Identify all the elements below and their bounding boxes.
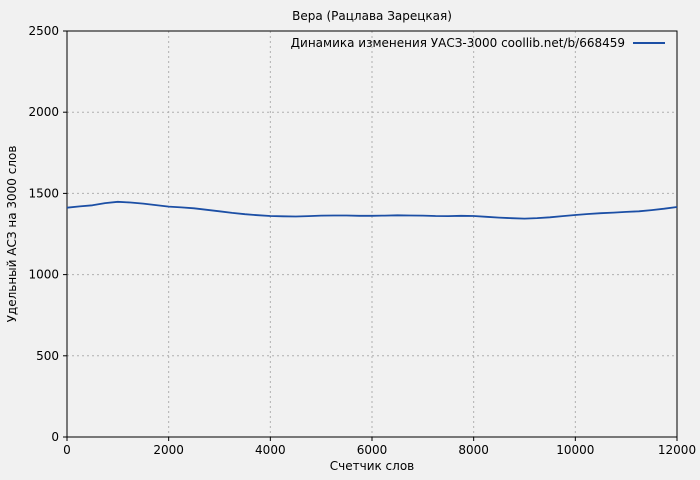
y-tick-label: 2000 bbox=[28, 105, 59, 119]
x-axis-label: Счетчик слов bbox=[329, 459, 415, 473]
chart-title: Вера (Рацлава Зарецкая) bbox=[292, 9, 452, 23]
x-tick-label: 8000 bbox=[458, 443, 489, 457]
x-tick-label: 2000 bbox=[153, 443, 184, 457]
y-tick-label: 1000 bbox=[28, 268, 59, 282]
x-tick-label: 4000 bbox=[255, 443, 286, 457]
x-tick-label: 6000 bbox=[357, 443, 388, 457]
legend-label: Динамика изменения УАСЗ-3000 coollib.net… bbox=[290, 36, 625, 50]
y-tick-label: 0 bbox=[51, 430, 59, 444]
y-tick-label: 500 bbox=[36, 349, 59, 363]
y-tick-label: 2500 bbox=[28, 24, 59, 38]
legend: Динамика изменения УАСЗ-3000 coollib.net… bbox=[291, 36, 665, 50]
x-tick-label: 10000 bbox=[556, 443, 594, 457]
series-line bbox=[66, 200, 678, 220]
x-tick-label: 0 bbox=[63, 443, 71, 457]
legend-line-sample-icon bbox=[633, 42, 665, 44]
x-tick-label: 12000 bbox=[658, 443, 696, 457]
y-tick-label: 1500 bbox=[28, 186, 59, 200]
